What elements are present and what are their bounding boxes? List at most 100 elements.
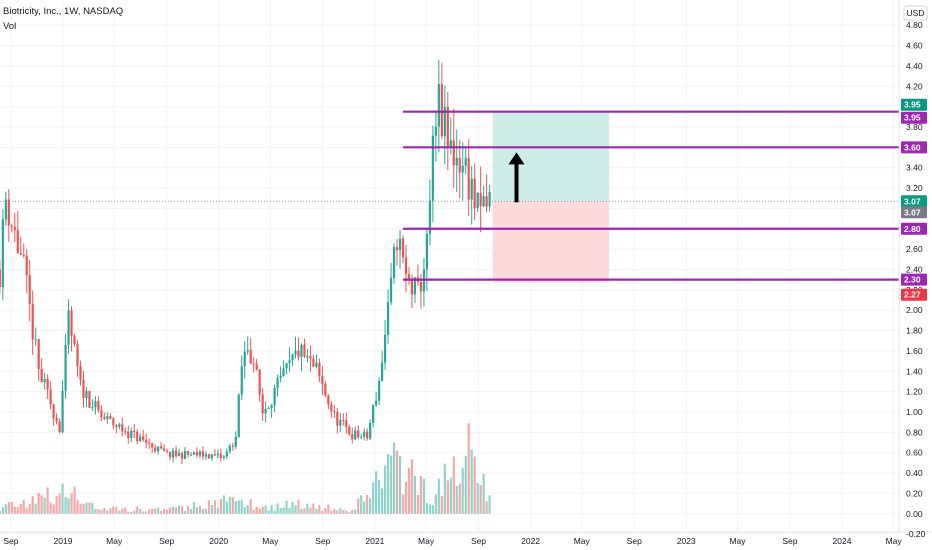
volume-bar [270,505,273,514]
volume-bar [354,509,357,514]
last-price-badge-label: 3.07 [904,207,921,217]
volume-bar [43,497,46,514]
candle-body [300,344,303,357]
volume-bar [97,509,100,514]
candle-body [342,420,345,422]
volume-bar [109,508,112,514]
volume-bar [231,497,234,514]
stop-zone[interactable] [492,201,610,283]
volume-bar [452,456,455,514]
volume-bar [446,480,449,514]
volume-bar [291,501,294,514]
currency-label[interactable]: USD [907,8,925,18]
volume-bar [91,502,94,514]
candle-body [124,431,127,433]
price-badges: 3.95 3.60 2.80 2.30 3.95 3.073.07 2.27 [901,98,927,301]
volume-bar [464,455,467,514]
candle-body [381,362,384,381]
volume-bar [407,468,411,514]
volume-bar [416,495,420,514]
candle-body [228,445,231,452]
volume-bar [31,496,34,514]
currency-button-frame[interactable] [903,5,928,21]
candle-body [183,451,187,459]
position-zones[interactable] [492,111,610,283]
volume-bar [52,504,55,514]
horizontal-levels[interactable] [0,110,899,281]
candle-body [360,436,363,438]
candle-body [297,350,300,357]
time-tick-label: Sep [315,536,330,546]
target-badge [901,98,927,111]
candle-body [357,430,360,438]
volume-bar [160,511,163,514]
candle-body [67,310,70,345]
target-zone[interactable] [492,111,610,202]
volume-bar [195,507,199,514]
volume-bar [366,494,369,514]
price-tick-label: 1.40 [906,366,923,376]
candle-body [279,376,282,378]
candle-body [213,454,216,456]
candle-body [171,450,175,458]
candle-body [318,362,321,376]
price-tick-label: 2.00 [906,305,923,315]
candle-body [106,416,109,419]
volume-bar [306,503,309,514]
candle-body [130,430,133,439]
volume-bar [434,494,437,514]
price-tick-label: -0.20 [906,529,926,539]
up-arrow-annotation[interactable] [508,152,525,203]
candle-body [216,453,219,456]
candle-body [333,411,336,413]
volume-bar [165,509,169,514]
volume-bar [225,501,228,514]
volume-bar [297,499,300,514]
volume-bar [219,499,222,514]
candle-body [339,420,342,426]
candle-body [237,394,240,437]
volume-bar [55,496,58,514]
volume-bar [369,498,372,514]
candle-body [473,178,476,209]
axes [0,0,932,533]
volume-bar [7,502,10,514]
volume-bar [13,507,16,514]
candle-body [163,448,166,451]
price-tick-label: 3.80 [906,122,923,132]
currency-button[interactable]: USD [903,5,928,21]
volume-bar [228,496,231,514]
arrow-head[interactable] [508,152,525,165]
volume-bar [312,503,315,514]
candle-body [198,451,202,456]
target-badge-label: 3.95 [904,100,921,110]
candle-body [28,275,31,304]
volume-bar [10,502,13,514]
volume-bar [479,485,482,514]
candle-body [479,193,482,207]
candle-body [366,431,369,439]
time-tick-label: May [886,536,903,546]
time-tick-label: Sep [782,536,797,546]
last-price-badge [901,206,927,219]
candle-body [46,379,49,390]
candle-body [401,238,405,258]
volume-bar [413,475,417,514]
volume-bar [79,503,82,514]
volume-bar [300,508,303,514]
volume-bar [273,510,276,514]
volume-bar [118,510,121,514]
volume-bar [136,506,139,514]
volume-bar [49,502,52,514]
candle-body [151,443,154,448]
candle-body [210,454,213,459]
candle-body [109,416,112,419]
time-axis[interactable]: Sep 2019 May Sep 2020 May Sep 2021 May Sep 2022 May… [3,536,902,546]
candle-body [121,424,124,432]
volume-bar [258,508,261,514]
volume-bar [82,504,85,514]
candle-body [97,400,100,411]
volume-bar [58,493,61,514]
